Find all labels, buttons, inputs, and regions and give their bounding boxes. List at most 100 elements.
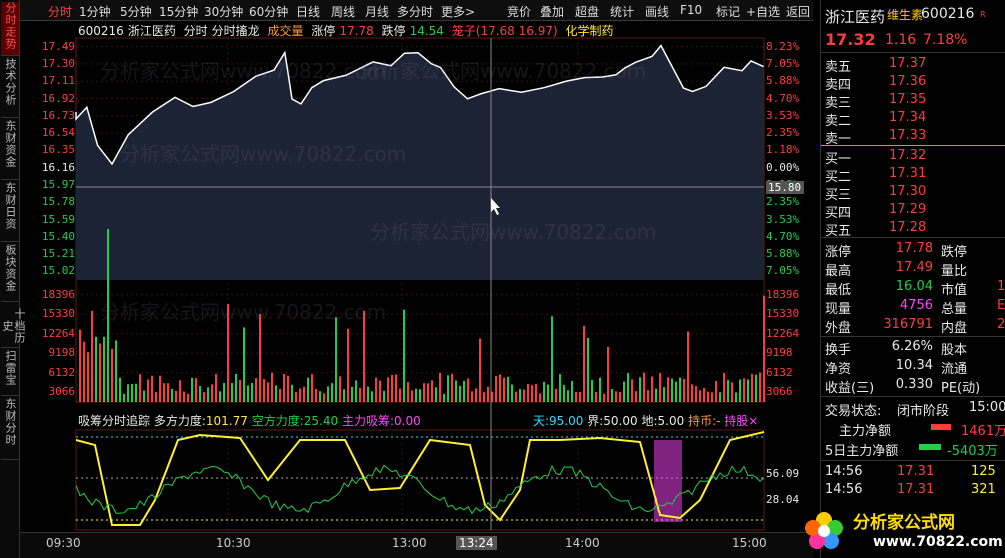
volume-bar — [723, 373, 725, 402]
volume-bar — [579, 392, 581, 402]
auction-button[interactable]: 竞价 — [507, 5, 532, 19]
volume-bar — [759, 372, 761, 402]
volume-bar — [187, 393, 189, 402]
period-30min[interactable]: 30分钟 — [204, 5, 244, 19]
pct-tick-label: 5.88% — [766, 74, 800, 88]
period-5min[interactable]: 5分钟 — [120, 5, 152, 19]
volume-bar — [483, 392, 485, 402]
tab-east-intraday[interactable]: 东财分时 — [1, 398, 19, 460]
volume-bar — [419, 389, 421, 402]
chart-mode2[interactable]: 分时搐龙 — [211, 24, 260, 38]
tick-volume: 321 — [971, 482, 996, 497]
tab-sector-fund[interactable]: 板块资金 — [1, 244, 19, 302]
tab-l2-history[interactable]: 十档历史 — [1, 304, 26, 348]
r-tag: R — [980, 10, 986, 19]
ask-label: 卖一 — [825, 132, 852, 147]
volume-bar — [635, 391, 637, 402]
bid-price[interactable]: 17.29 — [889, 202, 927, 217]
volume-bar — [683, 378, 685, 402]
back-button[interactable]: 返回 — [786, 5, 811, 19]
bull-force-line — [75, 431, 765, 526]
volume-bar — [227, 304, 229, 402]
indicator-title[interactable]: 吸筹分时追踪 — [78, 414, 151, 428]
period-toolbar: 分时 1分钟 5分钟 15分钟 30分钟 60分钟 日线 周线 月线 多分时 更… — [20, 0, 813, 21]
volume-bar — [655, 388, 657, 402]
close-icon[interactable]: × — [748, 414, 759, 428]
volume-bar — [319, 391, 321, 402]
mouse-cursor-icon — [491, 198, 500, 215]
bid-price[interactable]: 17.30 — [889, 184, 927, 199]
period-month[interactable]: 月线 — [365, 5, 390, 19]
volume-bar — [395, 374, 397, 402]
period-day[interactable]: 日线 — [296, 5, 321, 19]
more-menu[interactable]: 更多> — [441, 5, 476, 19]
trade-time: 15:00 — [969, 400, 1005, 415]
pct-tick-label: 7.05% — [766, 56, 800, 70]
volume-bar — [103, 336, 105, 402]
volume-bar — [631, 379, 633, 402]
volume-bar — [371, 391, 373, 402]
stats-button[interactable]: 统计 — [610, 5, 635, 19]
period-15min[interactable]: 15分钟 — [159, 5, 199, 19]
pct-tick-label: 7.05% — [766, 264, 800, 278]
stat-label: 现量 — [825, 302, 852, 317]
industry-badge[interactable]: 维生素 — [887, 8, 924, 22]
stock-name: 浙江医药 — [127, 24, 176, 38]
volume-bar — [435, 387, 437, 402]
ask-price[interactable]: 17.33 — [889, 128, 927, 143]
bid-price[interactable]: 17.28 — [889, 220, 927, 235]
add-watchlist-button[interactable]: +自选 — [746, 5, 781, 19]
sector-label[interactable]: 化学制药 — [565, 24, 614, 38]
super-button[interactable]: 超盘 — [575, 5, 600, 19]
stat-label-right: 总量 — [941, 302, 968, 317]
period-week[interactable]: 周线 — [331, 5, 356, 19]
volume-bar — [247, 385, 249, 402]
tab-mine-scan[interactable]: 扫雷宝 — [1, 350, 19, 396]
tick-time: 14:56 — [825, 482, 863, 497]
f10-button[interactable]: F10 — [680, 3, 703, 17]
bid-price[interactable]: 17.31 — [889, 166, 927, 181]
stat-value: 0.330 — [895, 377, 933, 392]
draw-button[interactable]: 画线 — [645, 5, 670, 19]
volume-tick-label: 6132 — [766, 365, 793, 379]
stat-label-right: 量比 — [941, 264, 968, 279]
volume-bar — [663, 387, 665, 402]
volume-tick-label: 15330 — [41, 307, 75, 321]
volume-bar — [339, 376, 341, 402]
tab-intraday-trend[interactable]: 分时走势 — [1, 2, 19, 56]
bid-label: 买四 — [825, 206, 852, 221]
volume-bar — [519, 389, 521, 402]
ask-price[interactable]: 17.36 — [889, 74, 927, 89]
volume-bar — [671, 378, 673, 402]
period-multi[interactable]: 多分时 — [397, 5, 434, 19]
volume-bar — [167, 383, 169, 402]
volume-bar — [451, 373, 453, 402]
period-60min[interactable]: 60分钟 — [249, 5, 289, 19]
cash-value: - — [716, 414, 721, 428]
overlay-button[interactable]: 叠加 — [540, 5, 565, 19]
bid-price[interactable]: 17.32 — [889, 148, 927, 163]
volume-label: 成交量 — [267, 24, 304, 38]
pct-tick-label: 2.35% — [766, 195, 800, 209]
volume-bar — [535, 384, 537, 402]
period-1min[interactable]: 1分钟 — [79, 5, 111, 19]
stat-value-right: 2 — [997, 317, 1005, 332]
tab-fund-flow[interactable]: 东财资金 — [1, 120, 19, 180]
chart-mode[interactable]: 分时 — [183, 24, 208, 38]
ask-price[interactable]: 17.37 — [889, 56, 927, 71]
period-intraday[interactable]: 分时 — [48, 5, 73, 19]
ask-price[interactable]: 17.34 — [889, 110, 927, 125]
volume-bar — [667, 377, 669, 402]
bid-label: 买一 — [825, 152, 852, 167]
tab-daily-fund[interactable]: 东财日资 — [1, 182, 19, 242]
volume-bar — [479, 338, 481, 402]
mark-button[interactable]: 标记 — [716, 5, 741, 19]
volume-bar — [659, 373, 661, 402]
tab-tech-analysis[interactable]: 技术分析 — [1, 58, 19, 118]
indicator-axis-high: 56.09 — [766, 467, 800, 480]
ask-price[interactable]: 17.35 — [889, 92, 927, 107]
volume-bar — [527, 384, 529, 402]
trade-state: 闭市阶段 — [897, 404, 950, 419]
volume-bar — [235, 373, 237, 402]
